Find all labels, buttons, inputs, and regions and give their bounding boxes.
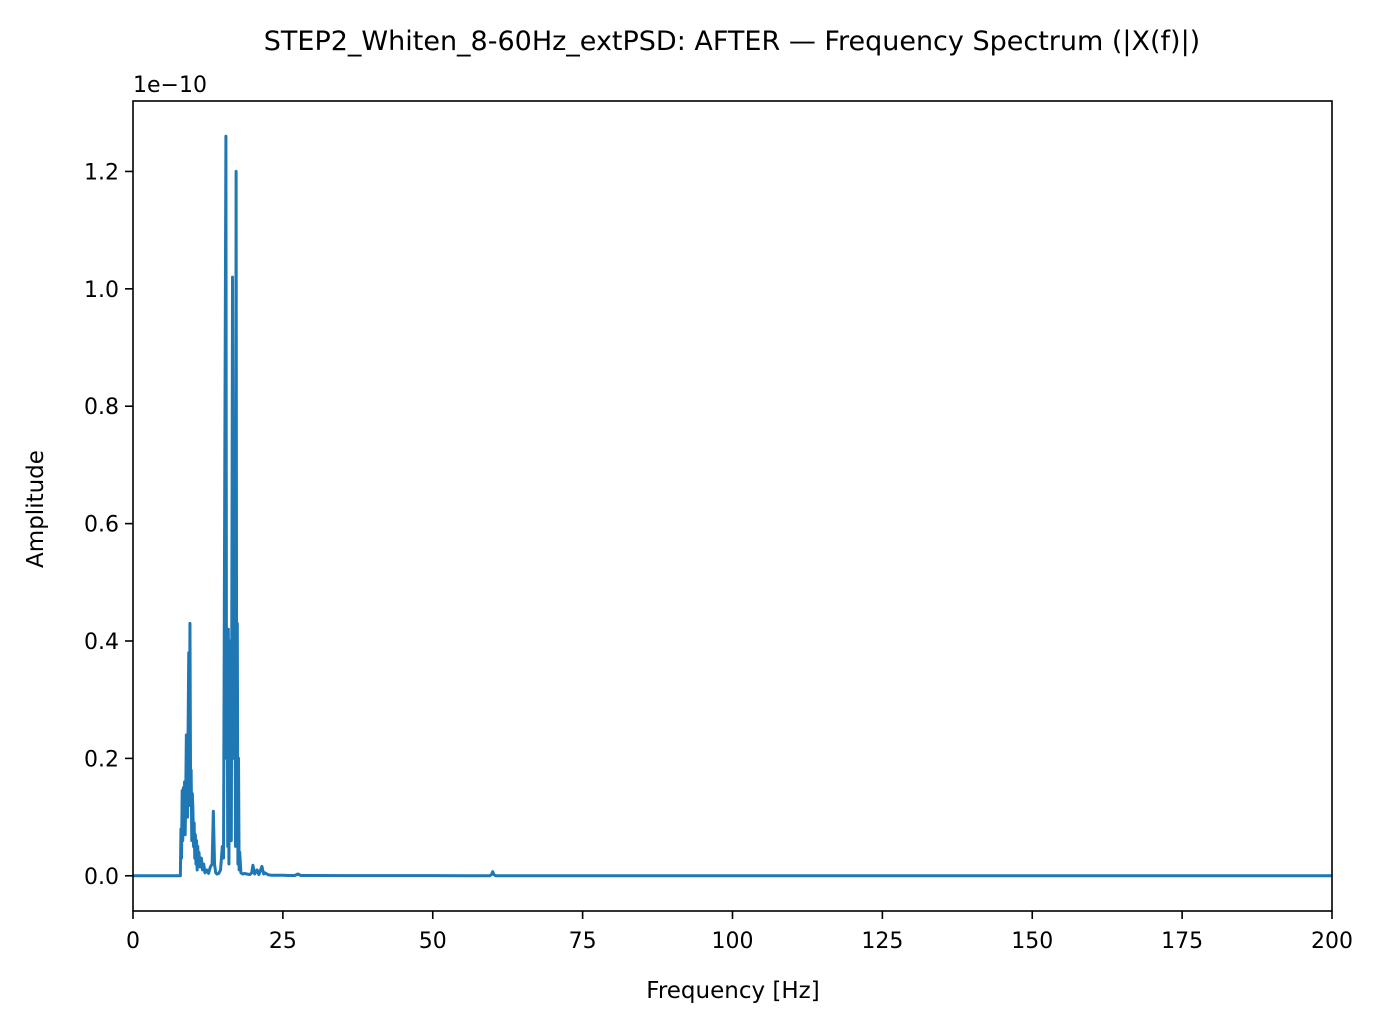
x-tick-label: 150 <box>1011 929 1053 954</box>
y-axis-offset-label: 1e−10 <box>133 73 207 98</box>
chart-title: STEP2_Whiten_8-60Hz_extPSD: AFTER — Freq… <box>264 26 1200 57</box>
y-tick-label: 0.8 <box>84 395 119 420</box>
x-tick-label: 25 <box>269 929 297 954</box>
x-tick-label: 50 <box>419 929 447 954</box>
x-tick-label: 100 <box>712 929 754 954</box>
y-tick-label: 0.2 <box>84 747 119 772</box>
x-tick-label: 75 <box>569 929 597 954</box>
y-tick-label: 0.0 <box>84 865 119 890</box>
axes-frame <box>132 100 1333 912</box>
y-tick-label: 0.6 <box>84 513 119 538</box>
spectrum-series-line <box>133 134 1332 878</box>
y-tick-label: 0.4 <box>84 630 119 655</box>
x-tick-label: 0 <box>126 929 140 954</box>
axis-ticks: 0 25 50 75 100 125 150 175 200 0.0 0.2 0.4 0.6 0.8 1.0… <box>84 160 1353 954</box>
y-axis-label: Amplitude <box>23 450 49 568</box>
y-tick-label: 1.0 <box>84 278 119 303</box>
plot-area <box>133 134 1332 878</box>
x-tick-label: 125 <box>861 929 903 954</box>
x-axis-label: Frequency [Hz] <box>646 978 819 1004</box>
x-tick-label: 175 <box>1161 929 1203 954</box>
y-tick-label: 1.2 <box>84 160 119 185</box>
x-tick-label: 200 <box>1311 929 1353 954</box>
